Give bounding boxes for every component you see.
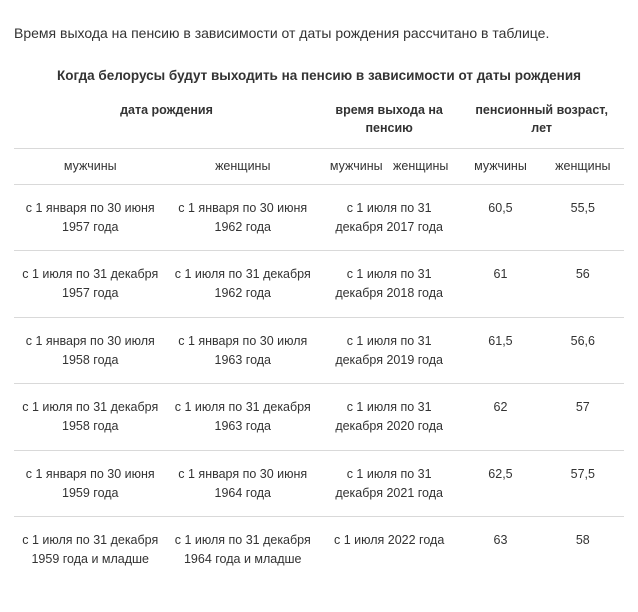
table-title: Когда белорусы будут выходить на пенсию … — [14, 68, 624, 83]
col-subheader-age-women: женщины — [542, 149, 624, 185]
table-row: с 1 января по 30 июля 1958 года с 1 янва… — [14, 317, 624, 384]
table-row: с 1 июля по 31 декабря 1957 года с 1 июл… — [14, 251, 624, 318]
table-header-row-sub: мужчины женщины мужчины женщины мужчины … — [14, 149, 624, 185]
cell-birth-women: с 1 июля по 31 декабря 1964 года и младш… — [167, 517, 320, 583]
cell-age-women: 57,5 — [542, 450, 624, 517]
cell-birth-men: с 1 июля по 31 декабря 1959 года и младш… — [14, 517, 167, 583]
pension-table: дата рождения время выхода на пенсию пен… — [14, 97, 624, 583]
cell-period: с 1 июля по 31 декабря 2017 года — [319, 184, 459, 251]
cell-age-women: 56 — [542, 251, 624, 318]
cell-age-women: 56,6 — [542, 317, 624, 384]
cell-age-women: 55,5 — [542, 184, 624, 251]
col-header-age: пенсионный возраст, лет — [459, 97, 624, 149]
cell-birth-men: с 1 января по 30 июня 1959 года — [14, 450, 167, 517]
table-body: с 1 января по 30 июня 1957 года с 1 янва… — [14, 184, 624, 583]
cell-birth-men: с 1 января по 30 июня 1957 года — [14, 184, 167, 251]
cell-birth-women: с 1 июля по 31 декабря 1962 года — [167, 251, 320, 318]
cell-birth-women: с 1 июля по 31 декабря 1963 года — [167, 384, 320, 451]
cell-age-men: 61,5 — [459, 317, 541, 384]
table-row: с 1 января по 30 июня 1957 года с 1 янва… — [14, 184, 624, 251]
cell-period: с 1 июля по 31 декабря 2021 года — [319, 450, 459, 517]
table-row: с 1 июля по 31 декабря 1958 года с 1 июл… — [14, 384, 624, 451]
cell-period: с 1 июля 2022 года — [319, 517, 459, 583]
col-subheader-birth-women: женщины — [167, 149, 320, 185]
table-header-row-groups: дата рождения время выхода на пенсию пен… — [14, 97, 624, 149]
cell-age-men: 60,5 — [459, 184, 541, 251]
cell-period: с 1 июля по 31 декабря 2018 года — [319, 251, 459, 318]
cell-age-women: 58 — [542, 517, 624, 583]
cell-birth-women: с 1 января по 30 июня 1962 года — [167, 184, 320, 251]
cell-age-men: 61 — [459, 251, 541, 318]
cell-age-women: 57 — [542, 384, 624, 451]
table-row: с 1 июля по 31 декабря 1959 года и младш… — [14, 517, 624, 583]
cell-age-men: 63 — [459, 517, 541, 583]
col-subheader-birth-men: мужчины — [14, 149, 167, 185]
cell-birth-women: с 1 января по 30 июня 1964 года — [167, 450, 320, 517]
cell-age-men: 62,5 — [459, 450, 541, 517]
col-header-period: время выхода на пенсию — [319, 97, 459, 149]
col-subheader-age-men: мужчины — [459, 149, 541, 185]
cell-birth-men: с 1 июля по 31 декабря 1957 года — [14, 251, 167, 318]
cell-period: с 1 июля по 31 декабря 2020 года — [319, 384, 459, 451]
cell-period: с 1 июля по 31 декабря 2019 года — [319, 317, 459, 384]
table-row: с 1 января по 30 июня 1959 года с 1 янва… — [14, 450, 624, 517]
col-subheader-period-men: мужчины женщины — [319, 149, 459, 185]
cell-birth-men: с 1 января по 30 июля 1958 года — [14, 317, 167, 384]
cell-birth-men: с 1 июля по 31 декабря 1958 года — [14, 384, 167, 451]
cell-birth-women: с 1 января по 30 июля 1963 года — [167, 317, 320, 384]
intro-paragraph: Время выхода на пенсию в зависимости от … — [14, 24, 624, 44]
col-header-birth: дата рождения — [14, 97, 319, 149]
cell-age-men: 62 — [459, 384, 541, 451]
